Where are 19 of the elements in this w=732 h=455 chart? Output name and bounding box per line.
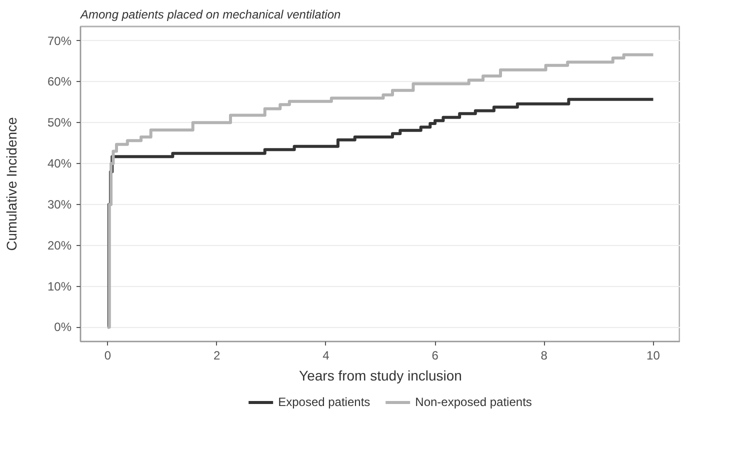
y-tick-label: 40% (47, 156, 72, 171)
y-axis-title: Cumulative Incidence (3, 116, 20, 251)
y-tick-label: 0% (54, 320, 72, 334)
chart-title: Among patients placed on mechanical ventilation (80, 8, 341, 22)
x-tick-label: 8 (540, 348, 548, 362)
y-tick-label: 10% (47, 279, 72, 294)
y-tick-label: 30% (47, 197, 72, 212)
x-tick-label: 6 (432, 348, 439, 362)
y-tick-label: 70% (47, 34, 72, 48)
y-tick-label: 60% (47, 74, 72, 89)
x-tick-label: 2 (214, 348, 221, 362)
x-tick-label: 0 (104, 348, 112, 362)
y-tick-label: 20% (47, 238, 72, 252)
legend-label: Exposed patients (278, 395, 370, 409)
legend-label: Non-exposed patients (415, 395, 532, 409)
x-tick-label: 10 (646, 348, 660, 362)
x-tick-label: 4 (322, 348, 330, 362)
y-tick-label: 50% (47, 116, 72, 130)
x-axis-title: Years from study inclusion (299, 368, 462, 384)
